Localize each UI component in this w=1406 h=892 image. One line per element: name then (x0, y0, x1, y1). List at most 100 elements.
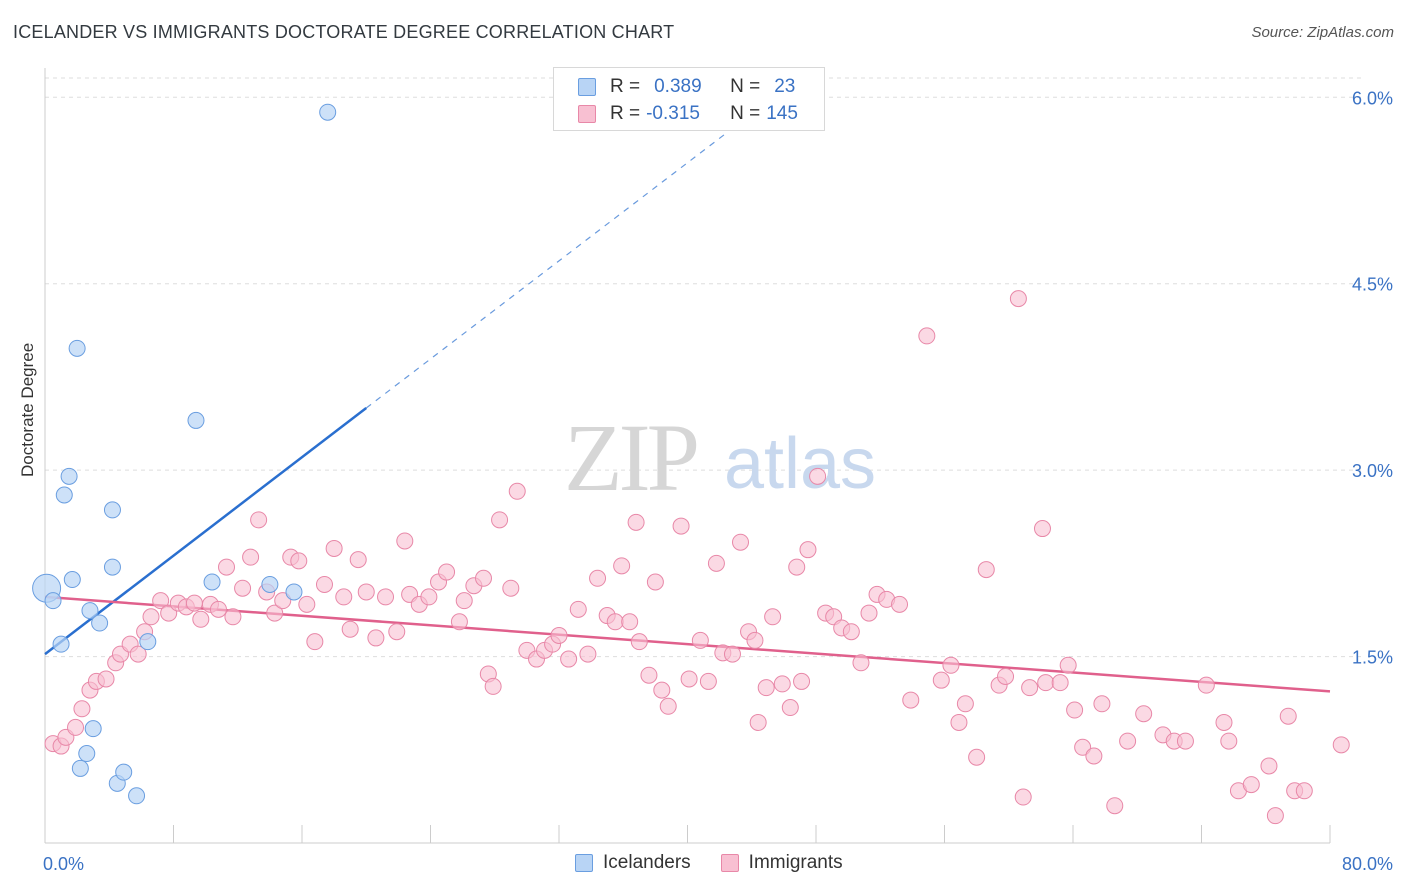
icelanders-point (261, 575, 279, 593)
immigrants-point (680, 670, 698, 688)
immigrants-point (192, 610, 210, 628)
immigrants-point (242, 548, 260, 566)
immigrants-point (579, 645, 597, 663)
immigrants-point (224, 608, 242, 626)
immigrants-point (306, 633, 324, 651)
immigrants-point (757, 679, 775, 697)
icelanders-point (81, 602, 99, 620)
icelanders-point (55, 486, 73, 504)
immigrants-point (746, 631, 764, 649)
immigrants-point (438, 563, 456, 581)
axes (44, 68, 1331, 844)
immigrants-trend-line (44, 595, 1331, 693)
immigrants-point (420, 588, 438, 606)
grid-lines (45, 77, 1365, 658)
immigrants-point (315, 575, 333, 593)
n-value: 23 (774, 76, 796, 97)
icelanders-point (203, 573, 221, 591)
immigrants-swatch (720, 854, 739, 872)
immigrants-point (613, 557, 631, 575)
immigrants-point (1085, 747, 1103, 765)
immigrants-point (234, 579, 252, 597)
immigrants-point (997, 667, 1015, 685)
watermark-atlas: atlas (724, 424, 876, 504)
immigrants-point (672, 517, 690, 535)
chart-title: ICELANDER VS IMMIGRANTS DOCTORATE DEGREE… (13, 22, 675, 42)
immigrants-point (152, 592, 170, 610)
immigrants-point (450, 613, 468, 631)
icelanders-point (103, 558, 121, 576)
immigrants-point (1106, 797, 1124, 815)
immigrants-point (1135, 705, 1153, 723)
immigrants-point (799, 541, 817, 559)
immigrants-point (852, 654, 870, 672)
immigrants-point (274, 592, 292, 610)
y-axis-label: Doctorate Degree (18, 342, 37, 477)
immigrants-point (1295, 782, 1313, 800)
legend-row-immigrants: R = -0.315 N = 145 (578, 102, 798, 126)
icelanders-point (128, 787, 146, 805)
r-value: -0.315 (646, 103, 700, 124)
icelanders-point (78, 745, 96, 763)
immigrants-point (502, 579, 520, 597)
immigrants-point (932, 671, 950, 689)
icelanders-point (63, 571, 81, 589)
legend-icelanders-label: Icelanders (603, 852, 691, 873)
icelanders-point (319, 103, 337, 121)
immigrants-point (455, 592, 473, 610)
trend-lines (44, 131, 1331, 693)
legend-immigrants[interactable]: Immigrants (720, 852, 843, 874)
immigrants-swatch (578, 105, 596, 123)
immigrants-point (902, 691, 920, 709)
immigrants-point (396, 532, 414, 550)
icelanders-point (84, 720, 102, 738)
r-value: 0.389 (654, 76, 702, 97)
y-tick-label: 1.5% (1352, 648, 1393, 668)
icelanders-swatch (575, 854, 593, 872)
immigrants-point (129, 645, 147, 663)
immigrants-point (788, 558, 806, 576)
immigrants-point (773, 675, 791, 693)
icelanders-point (60, 467, 78, 485)
immigrants-point (1021, 679, 1039, 697)
source-label: Source: ZipAtlas.com (1251, 24, 1394, 41)
legend-icelanders[interactable]: Icelanders (575, 852, 691, 874)
immigrants-point (1009, 290, 1027, 308)
immigrants-point (325, 539, 343, 557)
immigrants-point (491, 511, 509, 529)
immigrants-point (377, 588, 395, 606)
immigrants-point (1014, 788, 1032, 806)
immigrants-point (1279, 707, 1297, 725)
r-label: R = (610, 103, 641, 124)
immigrants-point (809, 467, 827, 485)
immigrants-point (749, 713, 767, 731)
watermark-zip: ZIP (564, 404, 697, 511)
icelanders-point (285, 583, 303, 601)
immigrants-point (218, 558, 236, 576)
immigrants-point (640, 666, 658, 684)
y-tick-label: 4.5% (1352, 275, 1393, 295)
immigrants-point (1215, 713, 1233, 731)
immigrants-point (1260, 757, 1278, 775)
immigrants-point (266, 604, 284, 622)
icelanders-points (32, 103, 337, 805)
immigrants-point (942, 656, 960, 674)
icelanders-point (71, 759, 89, 777)
immigrants-point (1033, 520, 1051, 538)
correlation-legend: R = 0.389 N = 23 R = -0.315 N = 145 (553, 67, 825, 131)
immigrants-point (842, 623, 860, 641)
n-label: N = (730, 103, 761, 124)
immigrants-point (630, 633, 648, 651)
immigrants-point (475, 569, 493, 587)
immigrants-point (1220, 732, 1238, 750)
immigrants-point (290, 552, 308, 570)
immigrants-point (508, 482, 526, 500)
legend-row-icelanders: R = 0.389 N = 23 (578, 75, 795, 99)
immigrants-point (569, 600, 587, 618)
immigrants-point (653, 681, 671, 699)
x-tick-label-max: 80.0% (1342, 854, 1393, 874)
immigrants-point (185, 594, 203, 612)
immigrants-point (67, 718, 85, 736)
immigrants-point (1332, 736, 1350, 754)
n-label: N = (730, 76, 761, 97)
